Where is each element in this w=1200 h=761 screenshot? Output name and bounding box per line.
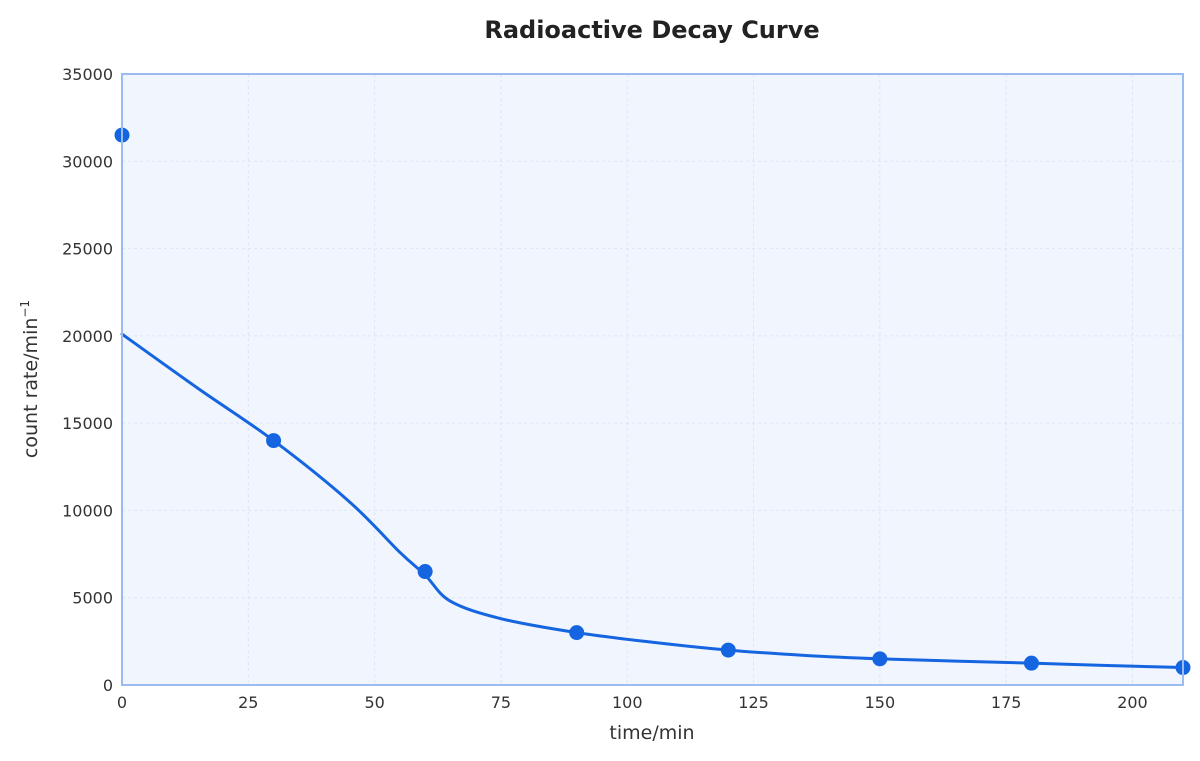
plot-area — [122, 74, 1183, 685]
y-tick-label: 5000 — [72, 589, 113, 608]
y-axis-ticks: 0 5000 10000 15000 20000 25000 30000 35000 — [62, 65, 113, 695]
x-tick-label: 175 — [991, 693, 1022, 712]
x-axis-label: time/min — [609, 722, 694, 744]
y-tick-label: 20000 — [62, 327, 113, 346]
data-point — [417, 564, 433, 580]
y-tick-label: 35000 — [62, 65, 113, 84]
grid-lines — [122, 74, 1183, 685]
x-tick-label: 25 — [238, 693, 258, 712]
x-tick-label: 200 — [1117, 693, 1148, 712]
y-tick-label: 15000 — [62, 414, 113, 433]
y-tick-label: 0 — [103, 676, 113, 695]
data-point — [1023, 655, 1039, 671]
data-points-layer — [114, 127, 1191, 676]
y-axis-label: count rate/min−1 — [18, 300, 42, 458]
data-point — [569, 625, 585, 641]
x-tick-label: 125 — [738, 693, 769, 712]
x-tick-label: 75 — [491, 693, 511, 712]
x-axis-ticks: 0 25 50 75 100 125 150 175 200 — [117, 693, 1148, 712]
data-point — [720, 642, 736, 658]
plot-border — [121, 73, 1184, 686]
y-axis-label-superscript: −1 — [18, 300, 32, 318]
data-point — [872, 651, 888, 667]
x-tick-label: 100 — [612, 693, 643, 712]
data-point — [266, 433, 282, 449]
x-tick-label: 50 — [364, 693, 384, 712]
y-axis-label-main: count rate/min — [20, 318, 42, 458]
chart-title: Radioactive Decay Curve — [484, 16, 819, 44]
x-tick-label: 0 — [117, 693, 127, 712]
y-tick-label: 30000 — [62, 152, 113, 171]
y-tick-label: 10000 — [62, 501, 113, 520]
y-tick-label: 25000 — [62, 240, 113, 259]
x-tick-label: 150 — [865, 693, 896, 712]
